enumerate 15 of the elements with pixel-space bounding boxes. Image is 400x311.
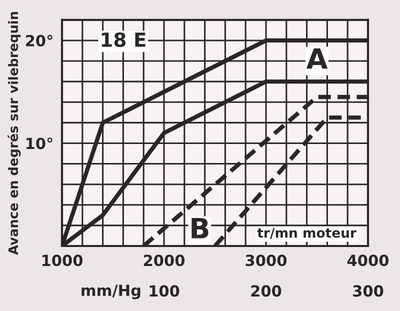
annotation: B xyxy=(192,218,208,238)
x-tick-label: 2000 xyxy=(144,254,185,266)
x-axis-title: tr/mn moteur xyxy=(257,228,356,239)
y-tick-label: 20° xyxy=(26,34,52,46)
y-tick-label: 10° xyxy=(26,138,52,150)
x2-tick-label: 200 xyxy=(251,285,282,297)
text: 18 E xyxy=(102,32,146,48)
x2-tick-label: 300 xyxy=(353,285,384,297)
x-tick-label: 3000 xyxy=(246,254,287,266)
y-axis-title: Avance en degrés sur vilebrequin xyxy=(8,12,21,255)
x-tick-label: 4000 xyxy=(347,254,389,266)
x-tick-label: 1000 xyxy=(42,254,83,266)
x2-axis-title: mm/Hg xyxy=(82,284,140,300)
annotation: A xyxy=(306,48,328,69)
x2-tick-label: 100 xyxy=(150,285,180,297)
